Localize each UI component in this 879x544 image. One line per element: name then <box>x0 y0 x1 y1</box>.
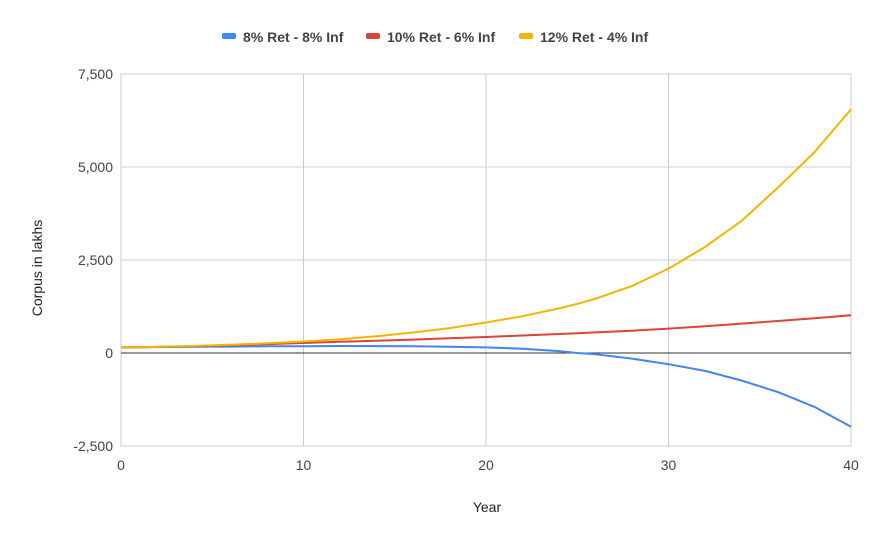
legend-item-10-ret-6-inf[interactable]: 10% Ret - 6% Inf <box>366 29 495 45</box>
legend-swatch-10-ret-6-inf <box>366 33 380 39</box>
legend-item-8-ret-8-inf[interactable]: 8% Ret - 8% Inf <box>222 29 344 45</box>
x-axis-title: Year <box>473 499 502 515</box>
legend-label-12-ret-4-inf: 12% Ret - 4% Inf <box>540 29 648 45</box>
series-line-2 <box>120 108 852 349</box>
series-lines <box>120 108 852 428</box>
y-axis-title: Corpus in lakhs <box>29 220 45 317</box>
legend-swatch-8-ret-8-inf <box>222 33 236 39</box>
gridlines <box>120 73 852 447</box>
x-tick-label: 10 <box>296 457 312 473</box>
legend-item-12-ret-4-inf[interactable]: 12% Ret - 4% Inf <box>519 29 648 45</box>
x-tick-label: 30 <box>661 457 677 473</box>
x-tick-label: 40 <box>843 457 859 473</box>
x-tick-label: 0 <box>117 457 125 473</box>
y-tick-label: 0 <box>105 345 113 361</box>
legend-label-8-ret-8-inf: 8% Ret - 8% Inf <box>243 29 344 45</box>
y-tick-label: 7,500 <box>78 66 113 82</box>
x-tick-label: 20 <box>478 457 494 473</box>
legend-label-10-ret-6-inf: 10% Ret - 6% Inf <box>387 29 495 45</box>
y-tick-label: 2,500 <box>78 252 113 268</box>
y-tick-label: 5,000 <box>78 159 113 175</box>
series-line-0 <box>120 345 852 428</box>
x-axis-tick-labels: 0 10 20 30 40 <box>117 457 859 473</box>
legend-swatch-12-ret-4-inf <box>519 33 533 39</box>
y-tick-label: -2,500 <box>73 438 113 454</box>
chart-legend: 8% Ret - 8% Inf 10% Ret - 6% Inf 12% Ret… <box>222 29 648 45</box>
y-axis-tick-labels: -2,500 0 2,500 5,000 7,500 <box>73 66 113 454</box>
